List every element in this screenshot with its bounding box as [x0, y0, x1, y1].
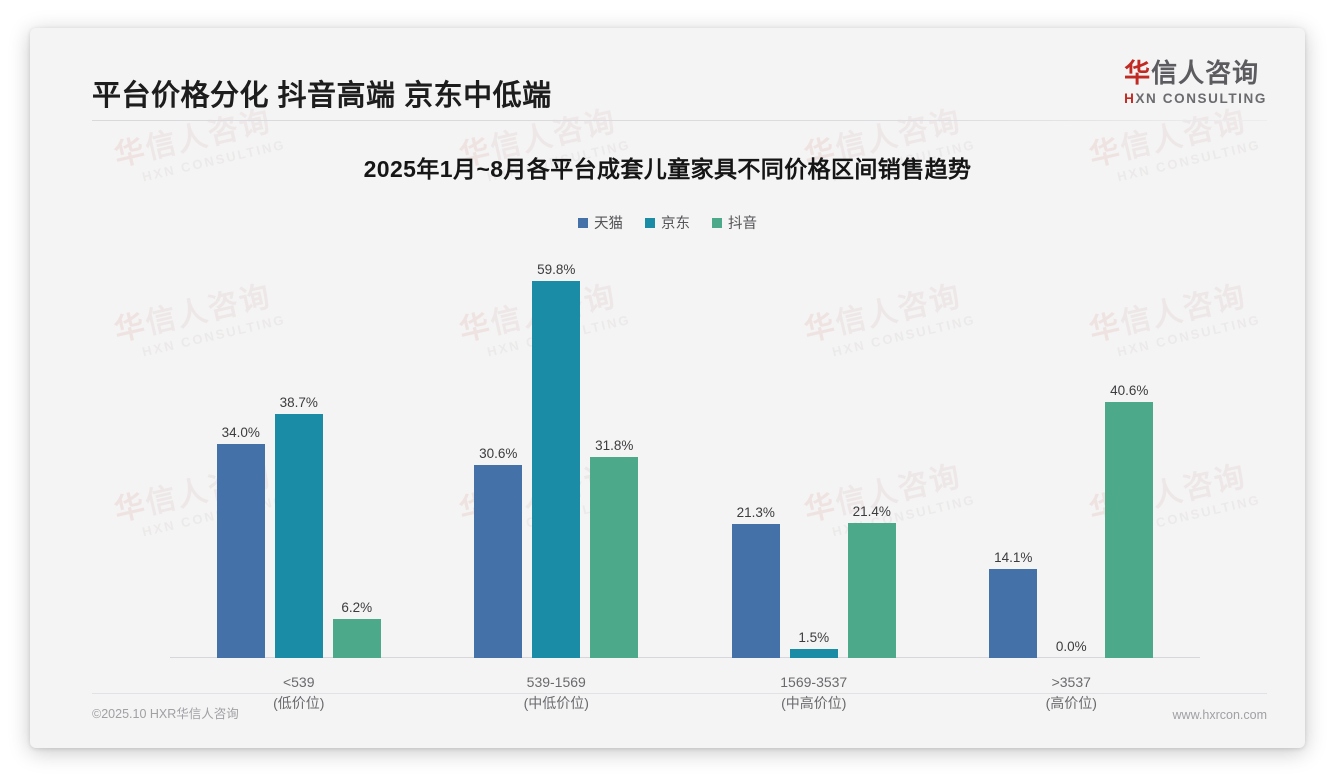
- footer-website[interactable]: www.hxrcon.com: [1172, 708, 1267, 722]
- bar[interactable]: [989, 569, 1038, 658]
- bar-slot: 40.6%: [1105, 248, 1154, 658]
- x-axis-tick-label: 1569-3537 (中高价位): [685, 672, 943, 714]
- bar-group-1: 30.6% 59.8% 31.8% 539-1569 (中低价位): [428, 248, 686, 711]
- bar-value-label: 38.7%: [279, 394, 318, 410]
- bar-slot: 30.6%: [474, 248, 523, 658]
- brand-logo-cn-red: 华: [1124, 58, 1152, 88]
- slide-card: 华信人咨询 HXN CONSULTING 华信人咨询 HXN CONSULTING 华信…: [30, 28, 1305, 748]
- brand-logo-en-rest: XN CONSULTING: [1135, 91, 1267, 107]
- bar-slot: 59.8%: [532, 248, 581, 658]
- x-axis-tick-label: 539-1569 (中低价位): [428, 672, 686, 714]
- legend-swatch-icon: [645, 217, 655, 228]
- bar-value-label: 1.5%: [798, 629, 830, 645]
- bar[interactable]: [474, 465, 523, 658]
- bar-slot: 0.0%: [1047, 248, 1095, 658]
- x-axis-tick-sub: (高价位): [1045, 695, 1097, 711]
- bar[interactable]: [532, 280, 581, 658]
- x-axis-tick-main: >3537: [1051, 674, 1091, 690]
- bar-value-label: 59.8%: [537, 261, 576, 277]
- brand-logo-cn-rest: 信人咨询: [1151, 58, 1260, 88]
- bar[interactable]: [274, 413, 323, 658]
- bar-group-bars: 30.6% 59.8% 31.8%: [428, 248, 686, 658]
- bar-slot: 34.0%: [216, 248, 265, 658]
- x-axis-tick-main: <539: [282, 674, 315, 690]
- legend-label: 抖音: [728, 216, 757, 232]
- footer-copyright: ©2025.10 HXR华信人咨询: [92, 707, 239, 721]
- bar[interactable]: [332, 618, 381, 658]
- bar-group-2: 21.3% 1.5% 21.4% 1569-3537 (中高价位): [685, 248, 943, 711]
- x-axis-line: [170, 657, 1200, 658]
- bar[interactable]: [216, 443, 265, 658]
- bar-group-0: 34.0% 38.7% 6.2% <539 (低价位): [170, 248, 428, 711]
- brand-logo-en-red: H: [1124, 91, 1136, 107]
- bar[interactable]: [731, 523, 780, 658]
- bar-slot: 21.4%: [847, 248, 896, 658]
- x-axis-tick-main: 1569-3537: [780, 674, 848, 690]
- bar[interactable]: [847, 523, 896, 658]
- legend-item-0[interactable]: 天猫: [578, 212, 623, 233]
- bar-value-label: 30.6%: [479, 446, 518, 461]
- brand-logo-cn: 华信人咨询: [1124, 58, 1267, 88]
- x-axis-tick-label: >3537 (高价位): [943, 672, 1201, 714]
- brand-logo: 华信人咨询 HXN CONSULTING: [1124, 58, 1267, 106]
- bar-value-label: 34.0%: [221, 424, 260, 440]
- bar-group-bars: 14.1% 0.0% 40.6%: [943, 248, 1201, 658]
- bar-slot: 6.2%: [332, 248, 381, 658]
- bar[interactable]: [1105, 401, 1154, 658]
- bar-slot: 38.7%: [274, 248, 323, 658]
- x-axis-tick-main: 539-1569: [526, 674, 586, 690]
- legend-label: 天猫: [594, 216, 623, 232]
- legend-label: 京东: [661, 216, 690, 232]
- page-title: 平台价格分化 抖音高端 京东中低端: [92, 80, 552, 112]
- bar-slot: 21.3%: [731, 248, 780, 658]
- bar-slot: 14.1%: [989, 248, 1038, 658]
- bar-value-label: 6.2%: [341, 599, 373, 615]
- x-axis-tick-label: <539 (低价位): [170, 672, 428, 714]
- footer-divider: [92, 693, 1267, 694]
- legend-swatch-icon: [712, 217, 722, 228]
- chart-panel: 2025年1月~8月各平台成套儿童家具不同价格区间销售趋势 天猫 京东 抖音 34.…: [30, 128, 1305, 711]
- bar-value-label: 14.1%: [994, 550, 1033, 566]
- bar-value-label: 0.0%: [1055, 639, 1087, 654]
- bar-value-label: 40.6%: [1110, 382, 1149, 398]
- bar-group-bars: 21.3% 1.5% 21.4%: [685, 248, 943, 658]
- header-divider: [92, 120, 1267, 121]
- bar[interactable]: [789, 648, 838, 658]
- bar-slot: 1.5%: [789, 248, 838, 658]
- slide-header: 平台价格分化 抖音高端 京东中低端 华信人咨询 HXN CONSULTING: [30, 28, 1305, 120]
- chart-legend: 天猫 京东 抖音: [30, 212, 1305, 233]
- chart-plot-area: 34.0% 38.7% 6.2% <539 (低价位) 30.6% 59.8% 31.8% 53…: [170, 248, 1201, 711]
- bar-group-bars: 34.0% 38.7% 6.2%: [170, 248, 428, 658]
- bar-group-3: 14.1% 0.0% 40.6% >3537 (高价位): [943, 248, 1201, 711]
- x-axis-tick-sub: (低价位): [273, 695, 325, 711]
- x-axis-tick-sub: (中低价位): [523, 695, 589, 711]
- bar-value-label: 31.8%: [595, 438, 634, 454]
- bar-value-label: 21.3%: [736, 504, 775, 520]
- x-axis-tick-sub: (中高价位): [781, 695, 847, 711]
- bar-slot: 31.8%: [590, 248, 639, 658]
- chart-title: 2025年1月~8月各平台成套儿童家具不同价格区间销售趋势: [363, 156, 972, 182]
- bar[interactable]: [590, 457, 639, 658]
- legend-swatch-icon: [578, 217, 588, 228]
- legend-item-1[interactable]: 京东: [645, 212, 690, 233]
- brand-logo-en: HXN CONSULTING: [1124, 91, 1267, 106]
- bar-value-label: 21.4%: [852, 504, 891, 520]
- legend-item-2[interactable]: 抖音: [712, 212, 757, 233]
